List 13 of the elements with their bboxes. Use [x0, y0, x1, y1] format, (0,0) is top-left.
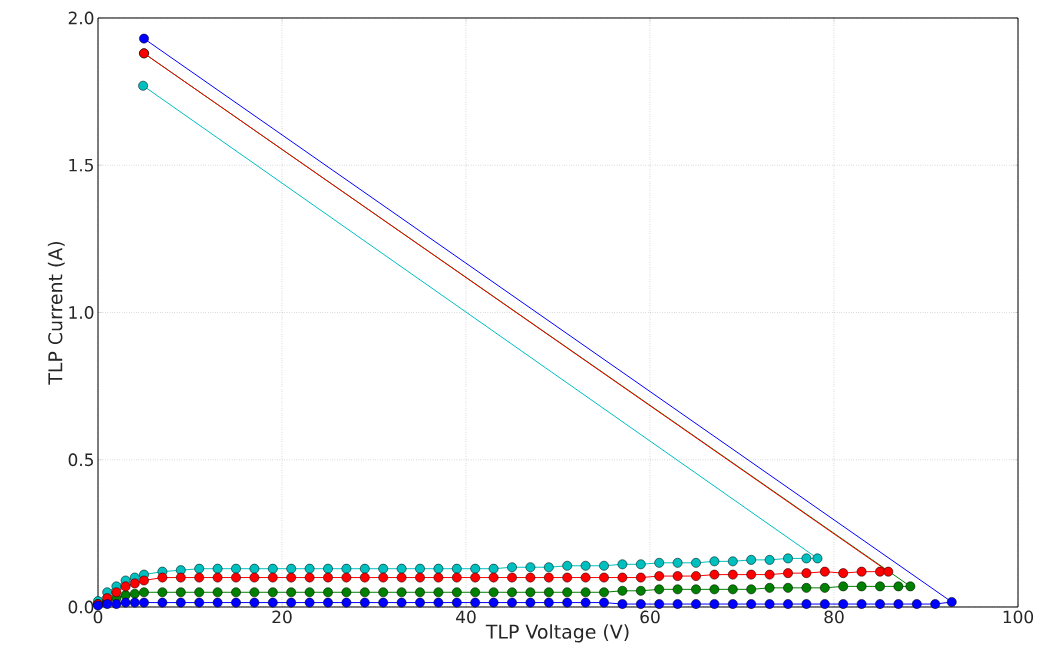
y-tick-label: 2.0 [68, 11, 94, 25]
y-tick-label: 0.5 [68, 453, 93, 467]
y-tick-label: 0.0 [68, 600, 94, 614]
x-tick-label: 20 [272, 610, 292, 624]
x-tick-label: 0 [93, 610, 103, 624]
x-tick-label: 100 [1003, 610, 1034, 624]
y-tick-label: 1.5 [69, 158, 93, 172]
y-tick-label: 1.0 [69, 306, 94, 319]
x-tick-label: 60 [640, 610, 660, 624]
x-axis-title: TLP Voltage (V) [485, 624, 629, 643]
y-axis-title: TLP Current (A) [47, 241, 65, 385]
x-tick-label: 80 [824, 610, 844, 624]
x-tick-label: 40 [456, 610, 476, 624]
